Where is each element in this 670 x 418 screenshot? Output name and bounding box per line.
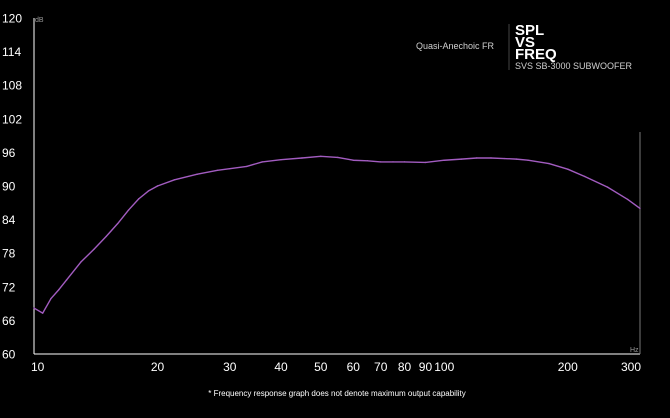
fr-data-point — [301, 157, 303, 159]
fr-data-point — [476, 157, 478, 159]
y-unit-label: dB — [35, 17, 44, 24]
fr-data-point — [392, 161, 394, 163]
fr-data-point — [93, 248, 95, 250]
fr-data-point — [639, 207, 641, 210]
fr-data-point — [627, 198, 629, 201]
title-line-3: FREQ — [515, 46, 557, 63]
title-line-2: VS — [515, 34, 535, 51]
y-tick-label: 60 — [2, 348, 16, 362]
x-tick-label: 100 — [434, 360, 454, 374]
fr-data-point — [138, 198, 140, 200]
fr-data-point — [380, 161, 382, 163]
fr-data-point — [280, 158, 282, 161]
y-tick-label: 102 — [2, 112, 22, 126]
fr-data-point — [65, 279, 68, 281]
y-axis-ticks: 60 66 72 78 84 90 96 102 108 114 120 — [2, 12, 22, 362]
y-tick-label: 84 — [2, 213, 16, 227]
chart-subtitle: SVS SB-3000 SUBWOOFER — [515, 61, 633, 71]
fr-data-point — [50, 297, 52, 300]
fr-data-point — [246, 165, 248, 168]
fr-data-point — [156, 185, 159, 187]
y-tick-label: 66 — [2, 314, 16, 328]
x-tick-label: 50 — [314, 360, 328, 374]
fr-data-point — [33, 307, 35, 309]
fr-data-point — [173, 179, 176, 181]
fr-data-point — [320, 155, 322, 158]
title-line-1: SPL — [515, 22, 544, 39]
fr-data-point — [567, 168, 569, 170]
x-tick-label: 40 — [274, 360, 288, 374]
fr-data-point — [352, 159, 354, 161]
fr-data-point — [366, 160, 369, 162]
fr-data-point — [127, 209, 130, 211]
fr-data-point — [229, 167, 231, 170]
x-tick-label: 80 — [398, 360, 412, 374]
fr-data-point — [584, 175, 586, 178]
y-tick-label: 78 — [2, 247, 16, 261]
x-tick-label: 300 — [621, 360, 641, 374]
x-tick-label: 60 — [347, 360, 361, 374]
fr-data-point — [337, 156, 339, 159]
fr-data-point — [196, 173, 198, 175]
fr-data-point — [443, 159, 445, 161]
fr-data-point — [490, 157, 492, 159]
x-unit-label: Hz — [630, 347, 639, 354]
y-tick-label: 108 — [2, 79, 22, 93]
fr-data-point — [261, 161, 263, 163]
fr-data-point — [527, 159, 529, 161]
x-tick-label: 90 — [419, 360, 433, 374]
y-tick-label: 120 — [2, 12, 22, 26]
fr-data-point — [515, 158, 518, 160]
fr-data-point — [58, 288, 60, 291]
x-tick-label: 10 — [31, 360, 45, 374]
y-tick-label: 72 — [2, 280, 16, 294]
x-tick-label: 70 — [374, 360, 388, 374]
x-tick-label: 200 — [558, 360, 578, 374]
fr-data-point — [105, 235, 107, 238]
fr-data-point — [503, 157, 505, 160]
fr-data-point — [147, 190, 150, 192]
fr-data-point — [403, 161, 406, 163]
y-tick-label: 96 — [2, 146, 16, 160]
x-axis-ticks: 10 20 30 40 50 60 70 80 90 100 200 300 — [31, 360, 641, 374]
x-tick-label: 30 — [223, 360, 237, 374]
fr-data-point — [460, 158, 462, 160]
x-tick-label: 20 — [151, 360, 165, 374]
fr-data-point — [548, 162, 550, 165]
fr-data-point — [606, 186, 609, 188]
y-tick-label: 90 — [2, 180, 16, 194]
y-tick-label: 114 — [2, 45, 21, 59]
fr-series-points — [33, 155, 641, 314]
fr-data-point — [216, 169, 219, 172]
fr-data-point — [80, 261, 82, 263]
fr-data-point — [117, 222, 119, 225]
footnote: * Frequency response graph does not deno… — [208, 389, 465, 398]
fr-data-point — [424, 161, 427, 164]
fr-data-point — [41, 312, 44, 314]
series-label: Quasi-Anechoic FR — [416, 41, 495, 51]
fr-series-line — [33, 155, 641, 314]
